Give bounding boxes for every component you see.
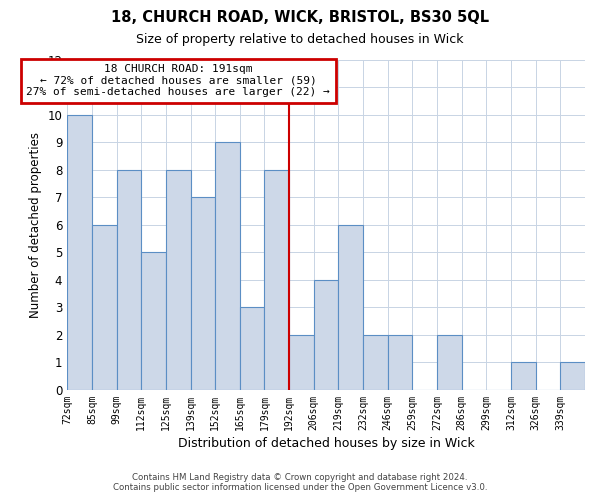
Bar <box>437 335 462 390</box>
Bar <box>141 252 166 390</box>
Bar <box>92 225 116 390</box>
Bar <box>314 280 338 390</box>
Bar <box>511 362 536 390</box>
Bar <box>265 170 289 390</box>
Bar <box>191 198 215 390</box>
Bar <box>388 335 412 390</box>
Text: Contains HM Land Registry data © Crown copyright and database right 2024.
Contai: Contains HM Land Registry data © Crown c… <box>113 473 487 492</box>
Bar <box>116 170 141 390</box>
Bar <box>560 362 585 390</box>
Text: 18 CHURCH ROAD: 191sqm
← 72% of detached houses are smaller (59)
27% of semi-det: 18 CHURCH ROAD: 191sqm ← 72% of detached… <box>26 64 330 98</box>
Text: Size of property relative to detached houses in Wick: Size of property relative to detached ho… <box>136 32 464 46</box>
Bar <box>338 225 363 390</box>
Bar <box>240 308 265 390</box>
Bar <box>363 335 388 390</box>
Bar <box>67 115 92 390</box>
Text: 18, CHURCH ROAD, WICK, BRISTOL, BS30 5QL: 18, CHURCH ROAD, WICK, BRISTOL, BS30 5QL <box>111 10 489 25</box>
Bar <box>166 170 191 390</box>
X-axis label: Distribution of detached houses by size in Wick: Distribution of detached houses by size … <box>178 437 475 450</box>
Y-axis label: Number of detached properties: Number of detached properties <box>29 132 42 318</box>
Bar <box>289 335 314 390</box>
Bar <box>215 142 240 390</box>
